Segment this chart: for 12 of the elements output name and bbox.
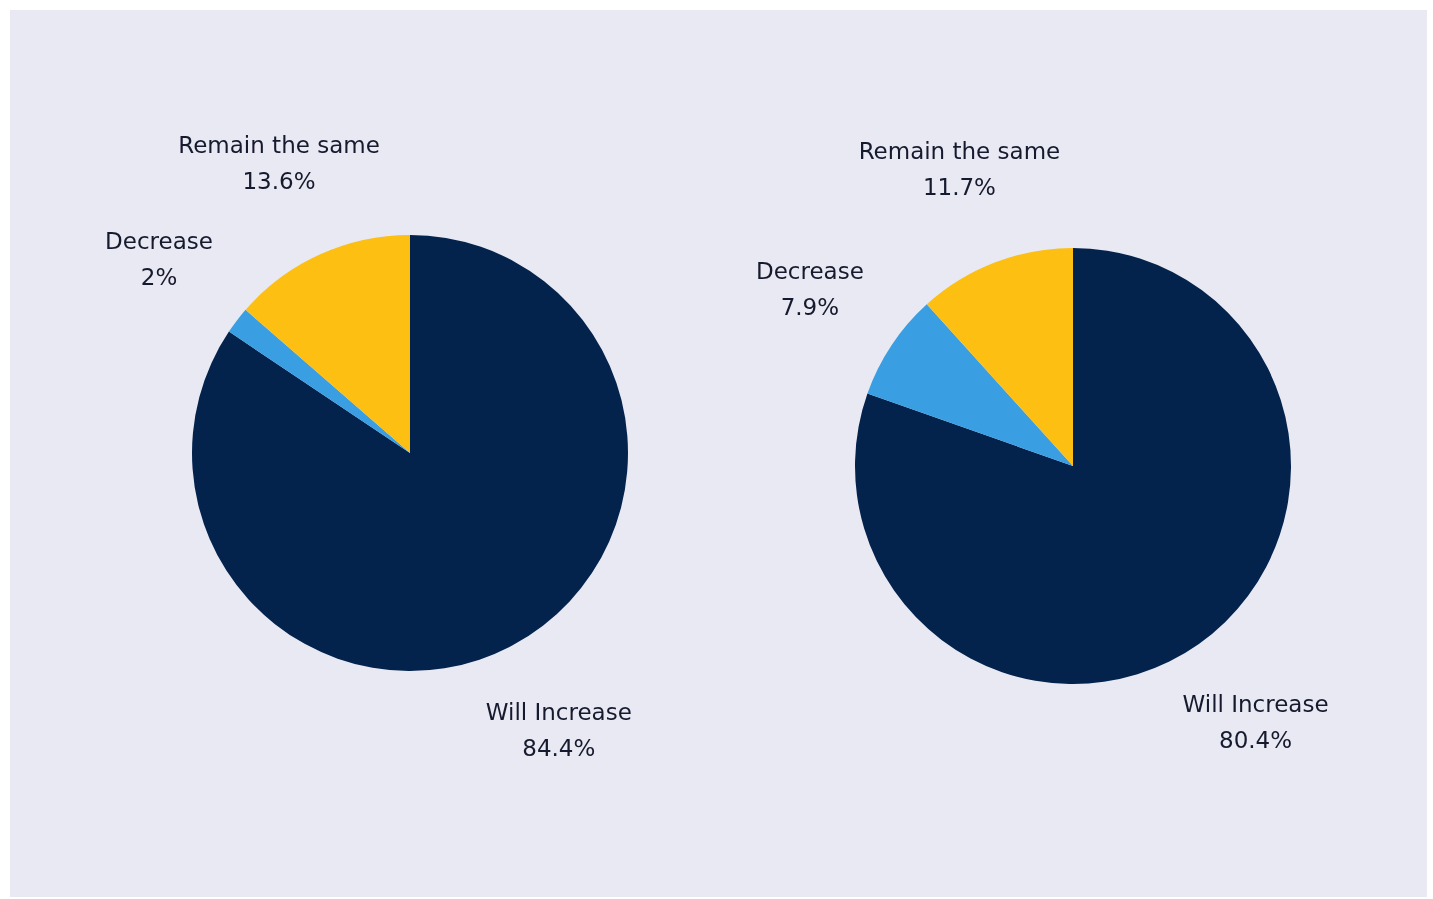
data-label: 80.4% — [1219, 727, 1293, 754]
slice-label: Decrease — [755, 257, 864, 284]
slice-label: Remain the same — [178, 132, 380, 159]
data-label: 2% — [140, 263, 178, 290]
slice-label: Remain the same — [858, 137, 1061, 164]
data-label: 84.4% — [522, 734, 596, 761]
data-label: 7.9% — [780, 293, 840, 320]
slice-label: Will Increase — [485, 698, 632, 725]
slice-label: Will Increase — [1182, 691, 1329, 718]
slice-label: Decrease — [105, 227, 213, 254]
data-label: 13.6% — [242, 168, 316, 195]
data-label: 11.7% — [922, 173, 996, 200]
